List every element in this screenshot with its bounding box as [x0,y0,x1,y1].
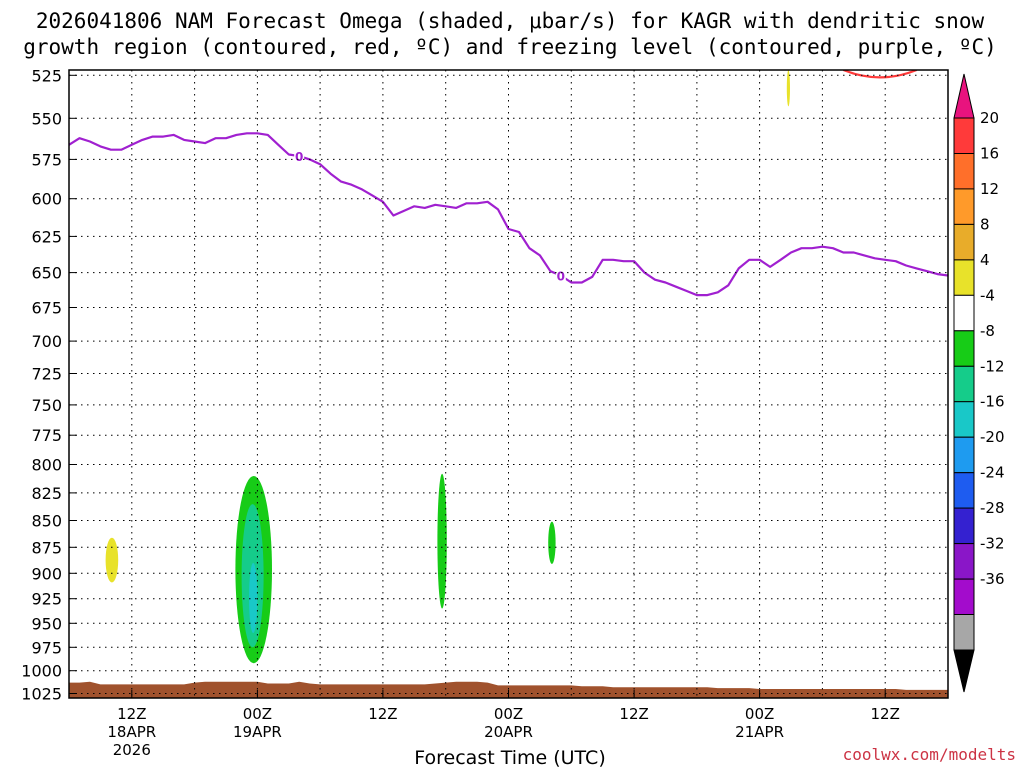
y-tick-label: 575 [31,150,62,169]
colorbar-swatch [953,543,975,580]
colorbar-label: -20 [980,428,1005,446]
x-tick-label: 12Z [368,705,397,723]
y-tick-label: 600 [31,190,62,209]
colorbar-label: -16 [980,393,1005,411]
omega-region-3: omega -4 to -8 (20APR) [437,473,447,609]
freezing-level-line [69,132,948,297]
chart-title-line1: 2026041806 NAM Forecast Omega (shaded, μ… [36,9,985,33]
colorbar-swatch [953,223,975,261]
y-tick-label: 750 [31,396,62,415]
colorbar: 20 16 12 8 4 -4 -8 -12 -16 -20 -24 -28 -32 -36 [953,73,1005,693]
omega-region-2: omega -12 to -16 (main) [249,563,258,633]
x-tick-date: 20APR [484,723,533,741]
freezing-contour-label: 0 [295,150,303,164]
colorbar-swatch [953,294,975,332]
colorbar-label: 12 [980,180,999,198]
y-tick-label: 725 [31,365,62,384]
colorbar-swatch [953,153,975,190]
colorbar-swatch [953,507,975,545]
colorbar-label: -28 [980,499,1005,517]
x-tick-date: 18APR [107,723,156,741]
y-tick-label: 550 [31,109,62,128]
y-tick-label: 1025 [21,685,62,704]
grid-lines [69,70,948,698]
colorbar-label: -4 [980,286,995,304]
y-tick-label: 875 [31,538,62,557]
colorbar-swatch [953,401,975,438]
dendritic-growth-contour [842,70,918,79]
freezing-label-bg-1 [555,268,566,282]
omega-region-6: omega 4 to 8 (21APR) [786,70,791,107]
y-tick-label: 900 [31,564,62,583]
colorbar-swatch [953,578,975,616]
y-tick-label: 775 [31,426,62,445]
colorbar-label: -32 [980,535,1005,553]
x-tick-label: 12Z [117,705,146,723]
y-axis: 525 550 575 600 625 650 675 700 725 750 775 800 825 8… [21,66,77,704]
colorbar-swatch [953,436,975,474]
colorbar-swatch [953,365,975,403]
colorbar-swatch [953,472,975,509]
colorbar-swatch [953,614,975,651]
colorbar-label: 16 [980,145,999,163]
omega-region-5: omega 4 to 8 (18APR) [105,537,119,583]
colorbar-bottom-arrow [953,649,975,693]
x-tick-label: 12Z [619,705,648,723]
colorbar-swatch [953,330,975,367]
colorbar-swatch [953,188,975,225]
plot-area: omega -4 to -8 (main)omega -8 to -12 (ma… [69,70,948,698]
y-tick-label: 650 [31,264,62,283]
x-tick-date: 21APR [735,723,784,741]
y-tick-label: 975 [31,638,62,657]
y-tick-label: 950 [31,614,62,633]
credit-link[interactable]: coolwx.com/modelts [843,745,1016,764]
y-tick-label: 700 [31,332,62,351]
colorbar-swatch [953,117,975,154]
y-tick-label: 675 [31,299,62,318]
y-tick-label: 625 [31,227,62,246]
omega-region-4: omega -4 to -8 (20APR 06Z) [548,521,556,564]
x-tick-label: 00Z [494,705,523,723]
y-tick-label: 825 [31,484,62,503]
colorbar-label: -8 [980,322,995,340]
chart-title-line2: growth region (contoured, red, ºC) and f… [23,35,997,59]
terrain-fill [69,681,948,698]
colorbar-label: 8 [980,215,990,233]
colorbar-label: -24 [980,464,1005,482]
x-tick-label: 00Z [243,705,272,723]
freezing-label-bg-0 [294,149,305,163]
colorbar-label: 4 [980,251,990,269]
x-tick-label: 00Z [745,705,774,723]
colorbar-label: -12 [980,357,1005,375]
y-tick-label: 800 [31,456,62,475]
y-tick-label: 850 [31,512,62,531]
y-tick-label: 1000 [21,662,62,681]
x-tick-date: 19APR [233,723,282,741]
x-axis-label: Forecast Time (UTC) [414,747,605,768]
y-tick-label: 925 [31,590,62,609]
colorbar-label: 20 [980,109,999,127]
freezing-contour-label: 0 [557,270,565,284]
x-tick-label: 12Z [871,705,900,723]
colorbar-label: -36 [980,570,1005,588]
colorbar-swatch [953,259,975,296]
x-tick-year: 2026 [113,741,151,759]
y-tick-label: 525 [31,66,62,85]
